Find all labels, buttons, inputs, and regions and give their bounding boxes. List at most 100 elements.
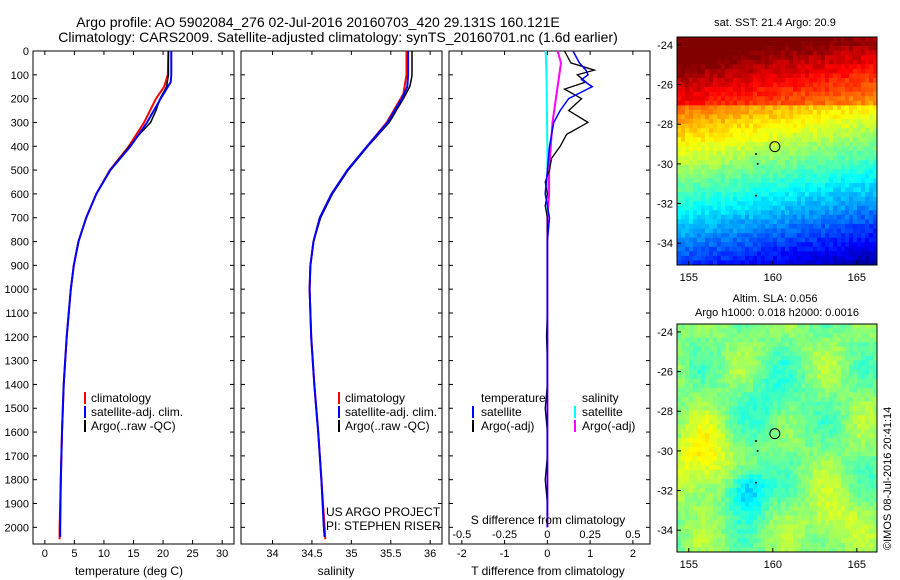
map-cell xyxy=(801,41,806,47)
map-cell xyxy=(793,109,798,115)
map-cell xyxy=(849,137,854,143)
map-cell xyxy=(717,242,722,248)
map-cell xyxy=(853,105,858,111)
map-cell xyxy=(753,392,758,398)
map-cell xyxy=(801,173,806,179)
map-cell xyxy=(857,333,862,338)
map-cell xyxy=(729,460,734,466)
map-cell xyxy=(761,442,766,448)
map-cell xyxy=(753,78,758,83)
map-cell xyxy=(769,169,774,175)
map-cell xyxy=(825,64,830,70)
map-cell xyxy=(845,164,850,170)
map-cell xyxy=(773,173,778,179)
map-cell xyxy=(709,451,714,457)
map-cell xyxy=(837,515,842,521)
map-cell xyxy=(701,447,706,452)
map-cell xyxy=(717,146,722,152)
map-cell xyxy=(725,456,730,462)
map-cell xyxy=(693,337,698,343)
map-cell xyxy=(765,451,770,457)
map-cell xyxy=(705,524,710,530)
map-cell xyxy=(829,460,834,466)
map-cell xyxy=(829,428,834,434)
map-cell xyxy=(821,396,826,402)
map-cell xyxy=(785,237,790,243)
map-cell xyxy=(773,351,778,357)
map-cell xyxy=(713,210,718,216)
map-cell xyxy=(701,451,706,457)
map-cell xyxy=(829,433,834,439)
map-cell xyxy=(821,483,826,489)
map-cell xyxy=(701,114,706,120)
map-cell xyxy=(765,228,770,234)
map-cell xyxy=(809,55,814,61)
map-cell xyxy=(677,196,682,202)
map-cell xyxy=(861,96,866,102)
map-cell xyxy=(753,410,758,416)
map-cell xyxy=(837,210,842,216)
map-cell xyxy=(797,419,802,425)
map-cell xyxy=(817,428,822,434)
map-cell xyxy=(733,105,738,111)
map-cell xyxy=(821,346,826,352)
map-cell xyxy=(725,105,730,111)
map-cell xyxy=(697,173,702,179)
map-cell xyxy=(757,447,762,452)
map-cell xyxy=(789,365,794,370)
map-cell xyxy=(701,155,706,161)
map-cell xyxy=(825,433,830,439)
map-cell xyxy=(873,369,878,375)
map-cell xyxy=(853,91,858,97)
map-cell xyxy=(821,401,826,407)
map-cell xyxy=(737,497,742,503)
map-cell xyxy=(709,87,714,93)
map-cell xyxy=(733,242,738,248)
map-cell xyxy=(781,68,786,74)
map-cell xyxy=(777,510,782,516)
map-cell xyxy=(697,328,702,334)
map-cell xyxy=(769,100,774,106)
map-cell xyxy=(713,37,718,42)
map-cell xyxy=(777,351,782,357)
map-cell xyxy=(745,233,750,238)
map-cell xyxy=(829,515,834,521)
map-cell xyxy=(685,105,690,111)
map-cell xyxy=(749,355,754,361)
map-cell xyxy=(725,169,730,175)
map-cell xyxy=(713,155,718,161)
map-cell xyxy=(781,37,786,42)
map-cell xyxy=(701,160,706,165)
map-y-tick-label: -32 xyxy=(657,199,673,211)
map-cell xyxy=(741,37,746,42)
map-cell xyxy=(693,401,698,407)
map-cell xyxy=(817,483,822,489)
map-cell xyxy=(845,214,850,220)
map-cell xyxy=(873,123,878,129)
map-cell xyxy=(761,346,766,352)
map-cell xyxy=(793,68,798,74)
map-cell xyxy=(837,328,842,334)
map-cell xyxy=(773,479,778,484)
map-cell xyxy=(793,433,798,439)
map-cell xyxy=(753,96,758,102)
map-cell xyxy=(761,328,766,334)
map-cell xyxy=(825,46,830,51)
map-cell xyxy=(801,337,806,343)
map-cell xyxy=(721,160,726,165)
map-cell xyxy=(685,50,690,56)
map-cell xyxy=(689,383,694,389)
map-cell xyxy=(785,442,790,448)
map-cell xyxy=(729,451,734,457)
map-cell xyxy=(809,119,814,124)
map-cell xyxy=(829,438,834,443)
map-cell xyxy=(773,78,778,83)
map-cell xyxy=(769,187,774,193)
map-cell xyxy=(761,146,766,152)
map-cell xyxy=(729,419,734,425)
map-cell xyxy=(793,151,798,156)
map-cell xyxy=(801,196,806,202)
map-cell xyxy=(805,355,810,361)
map-cell xyxy=(713,91,718,97)
map-cell xyxy=(753,187,758,193)
